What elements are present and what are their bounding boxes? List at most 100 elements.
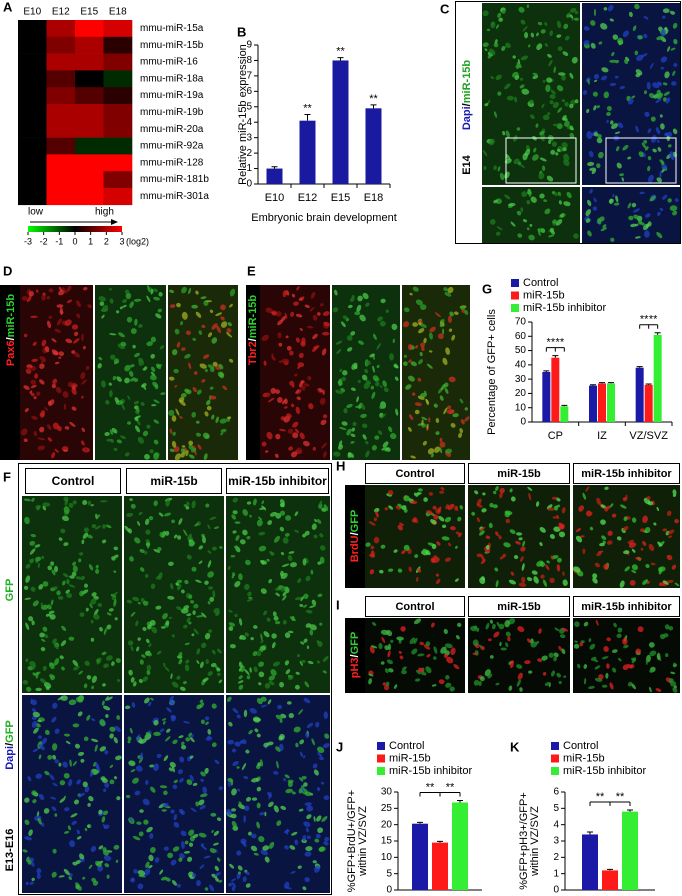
cell-spot xyxy=(113,736,118,744)
column-header: miR-15b xyxy=(468,596,570,617)
cell-spot xyxy=(316,660,320,664)
cell-spot xyxy=(82,499,88,506)
cell-spot xyxy=(291,451,298,458)
cell-spot xyxy=(563,153,570,162)
cell-spot xyxy=(362,292,369,300)
panel-letter: C xyxy=(440,1,450,16)
cell-spot xyxy=(647,156,652,161)
cell-spot xyxy=(633,208,640,213)
cell-spot xyxy=(182,680,187,685)
cell-spot xyxy=(144,453,150,460)
cell-spot xyxy=(229,863,235,869)
cell-spot xyxy=(421,550,429,556)
cell-spot xyxy=(619,85,626,90)
heat-cell xyxy=(46,188,76,206)
cell-spot xyxy=(297,578,302,584)
cell-spot xyxy=(99,719,106,727)
cell-spot xyxy=(444,387,449,394)
cell-spot xyxy=(553,652,559,658)
cell-spot xyxy=(192,387,198,393)
cell-spot xyxy=(408,414,414,421)
cell-spot xyxy=(354,311,361,316)
cell-spot xyxy=(526,577,533,582)
y-tick-label: 3 xyxy=(553,836,559,847)
cell-spot xyxy=(374,507,380,513)
cell-spot xyxy=(627,202,632,209)
cell-spot xyxy=(500,647,507,651)
micrograph xyxy=(124,695,224,893)
cell-spot xyxy=(242,529,248,536)
cell-spot xyxy=(111,427,118,434)
cell-spot xyxy=(379,320,386,327)
cell-spot xyxy=(66,299,73,304)
legend-label: miR-15b xyxy=(389,752,431,764)
cell-spot xyxy=(408,375,415,382)
cell-spot xyxy=(211,649,216,655)
cell-spot xyxy=(320,781,325,785)
bar xyxy=(589,385,597,422)
cell-spot xyxy=(306,645,310,650)
cell-spot xyxy=(203,453,208,461)
cell-spot xyxy=(277,319,284,326)
cell-spot xyxy=(52,378,58,385)
cell-spot xyxy=(130,328,137,335)
cell-spot xyxy=(153,731,161,737)
cell-spot xyxy=(241,763,247,771)
micrograph xyxy=(365,485,465,588)
cell-spot xyxy=(569,72,574,79)
cell-spot xyxy=(509,660,515,669)
cell-spot xyxy=(175,408,180,416)
cell-spot xyxy=(536,32,539,37)
cell-spot xyxy=(79,853,85,860)
cell-spot xyxy=(393,684,398,689)
cell-spot xyxy=(41,555,45,560)
cell-spot xyxy=(450,647,456,656)
cell-spot xyxy=(72,565,78,573)
cell-spot xyxy=(631,95,636,99)
cell-spot xyxy=(601,535,607,540)
cell-spot xyxy=(384,668,389,674)
cell-spot xyxy=(656,652,661,661)
cell-spot xyxy=(142,430,149,437)
cell-spot xyxy=(628,215,634,221)
cell-spot xyxy=(563,117,568,122)
y-tick-label: 7 xyxy=(246,71,252,82)
cell-spot xyxy=(169,289,175,294)
cell-spot xyxy=(23,385,30,390)
cell-spot xyxy=(149,449,154,454)
cell-spot xyxy=(95,860,102,868)
cell-spot xyxy=(72,561,76,566)
cell-spot xyxy=(124,705,131,710)
row-label: mmu-miR-20a xyxy=(140,124,204,135)
cell-spot xyxy=(289,616,296,622)
cell-spot xyxy=(373,517,378,522)
cell-spot xyxy=(291,791,296,795)
cell-spot xyxy=(641,142,647,149)
cell-spot xyxy=(519,84,525,89)
cell-spot xyxy=(254,728,259,733)
cell-spot xyxy=(598,151,604,159)
cell-spot xyxy=(295,742,299,748)
cell-spot xyxy=(342,370,348,376)
cell-spot xyxy=(258,661,265,667)
cell-spot xyxy=(319,533,324,538)
cell-spot xyxy=(290,311,295,317)
cell-spot xyxy=(521,191,528,198)
cell-spot xyxy=(552,516,559,519)
cell-spot xyxy=(376,343,381,350)
micrograph xyxy=(468,618,570,693)
cell-spot xyxy=(459,505,464,510)
cell-spot xyxy=(551,670,555,677)
cell-spot xyxy=(48,399,55,407)
cell-spot xyxy=(188,287,192,295)
cell-spot xyxy=(139,659,144,665)
cell-spot xyxy=(517,672,523,680)
cell-spot xyxy=(322,656,329,662)
cell-spot xyxy=(81,427,85,433)
cell-spot xyxy=(347,452,355,458)
cell-spot xyxy=(139,809,144,813)
cell-spot xyxy=(105,399,110,405)
cell-spot xyxy=(266,741,274,746)
cell-spot xyxy=(487,673,493,679)
cell-spot xyxy=(484,48,488,52)
